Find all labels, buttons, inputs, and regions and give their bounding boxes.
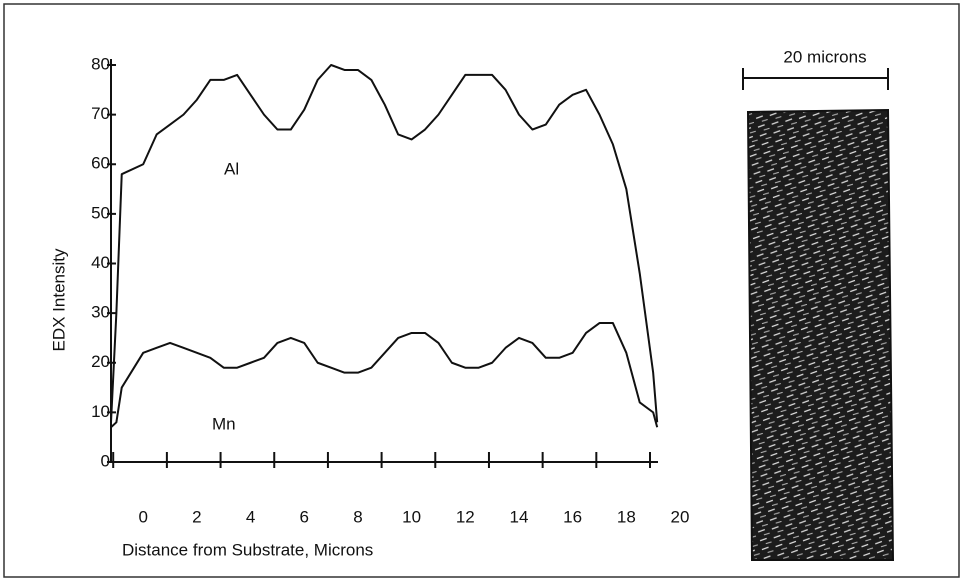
x-tick-label: 10 xyxy=(402,507,421,526)
data-line xyxy=(110,322,659,428)
series-label: Al xyxy=(224,159,239,178)
data-line xyxy=(110,64,659,423)
y-tick-label: 70 xyxy=(91,104,110,123)
x-tick-label: 16 xyxy=(563,507,582,526)
x-tick-label: 18 xyxy=(617,507,636,526)
x-axis-label: Distance from Substrate, Microns xyxy=(122,540,373,559)
frame xyxy=(3,3,960,578)
y-tick-label: 50 xyxy=(91,203,110,222)
y-tick-label: 60 xyxy=(91,154,110,173)
micrograph: 20 microns xyxy=(742,47,895,561)
y-tick-label: 30 xyxy=(91,303,110,322)
scale-label: 20 microns xyxy=(783,47,866,66)
micrograph-image xyxy=(746,108,895,561)
x-tick-label: 0 xyxy=(138,507,147,526)
x-tick-label: 20 xyxy=(671,507,690,526)
x-tick-label: 12 xyxy=(456,507,475,526)
y-tick-label: 10 xyxy=(91,402,110,421)
x-tick-label: 6 xyxy=(300,507,309,526)
y-axis-label: EDX Intensity xyxy=(49,248,68,351)
y-tick-label: 20 xyxy=(91,352,110,371)
y-tick-label: 40 xyxy=(91,253,110,272)
x-tick-label: 2 xyxy=(192,507,201,526)
x-tick-label: 14 xyxy=(510,507,529,526)
x-tick-label: 4 xyxy=(246,507,255,526)
series-label: Mn xyxy=(212,414,236,433)
y-tick-label: 80 xyxy=(91,54,110,73)
x-tick-label: 8 xyxy=(353,507,362,526)
y-tick-label: 0 xyxy=(101,451,110,470)
